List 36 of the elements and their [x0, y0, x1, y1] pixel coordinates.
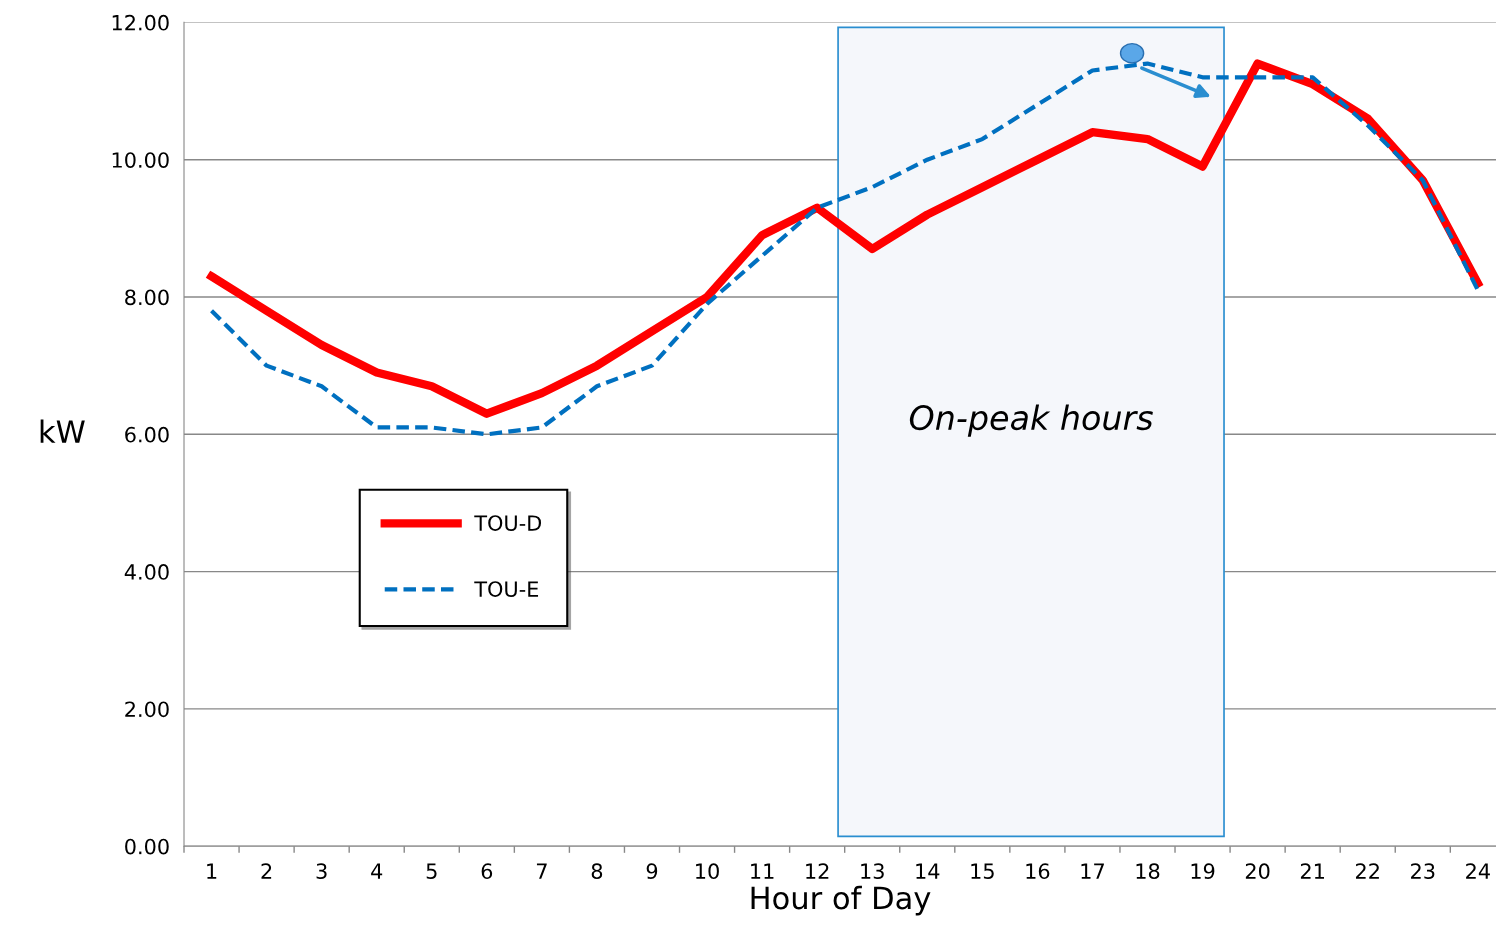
x-tick-label: 21 — [1300, 863, 1324, 879]
x-tick-label: 22 — [1355, 863, 1379, 879]
x-tick-label: 1 — [207, 863, 217, 879]
x-tick-label: 16 — [1026, 863, 1050, 880]
y-tick-label: 12.00 — [112, 14, 169, 31]
x-tick-label: 5 — [426, 863, 437, 880]
band-label: On-peak hours — [909, 404, 1153, 437]
y-tick-label: 6.00 — [125, 426, 169, 443]
x-tick-label: 12 — [806, 863, 829, 879]
y-tick-label: 0.00 — [125, 838, 169, 855]
legend-label: TOU-D — [474, 515, 542, 531]
y-tick-label: 10.00 — [112, 152, 169, 168]
legend-label: TOU-E — [474, 581, 539, 597]
x-tick-label: 11 — [751, 863, 774, 879]
x-tick-label: 17 — [1081, 863, 1104, 879]
x-axis-title: Hour of Day — [751, 885, 931, 916]
x-tick-label: 19 — [1191, 863, 1215, 880]
x-tick-label: 24 — [1466, 863, 1490, 879]
y-tick-label: 8.00 — [125, 289, 169, 306]
x-tick-label: 10 — [696, 863, 719, 880]
x-tick-label: 8 — [591, 863, 603, 880]
x-tick-label: 7 — [536, 863, 547, 879]
x-tick-label: 18 — [1136, 863, 1160, 880]
y-axis-title: kW — [40, 419, 85, 443]
x-tick-label: 15 — [971, 863, 994, 880]
x-tick-label: 3 — [316, 863, 327, 880]
y-tick-label: 4.00 — [124, 564, 169, 580]
x-tick-label: 2 — [261, 863, 272, 879]
x-tick-label: 14 — [916, 863, 940, 879]
y-tick-label: 2.00 — [125, 701, 169, 718]
x-tick-label: 6 — [481, 863, 493, 880]
x-tick-label: 20 — [1245, 863, 1270, 880]
x-tick-label: 13 — [861, 863, 884, 880]
x-tick-label: 4 — [371, 863, 383, 879]
x-tick-label: 9 — [646, 863, 658, 880]
x-tick-label: 23 — [1411, 863, 1435, 880]
